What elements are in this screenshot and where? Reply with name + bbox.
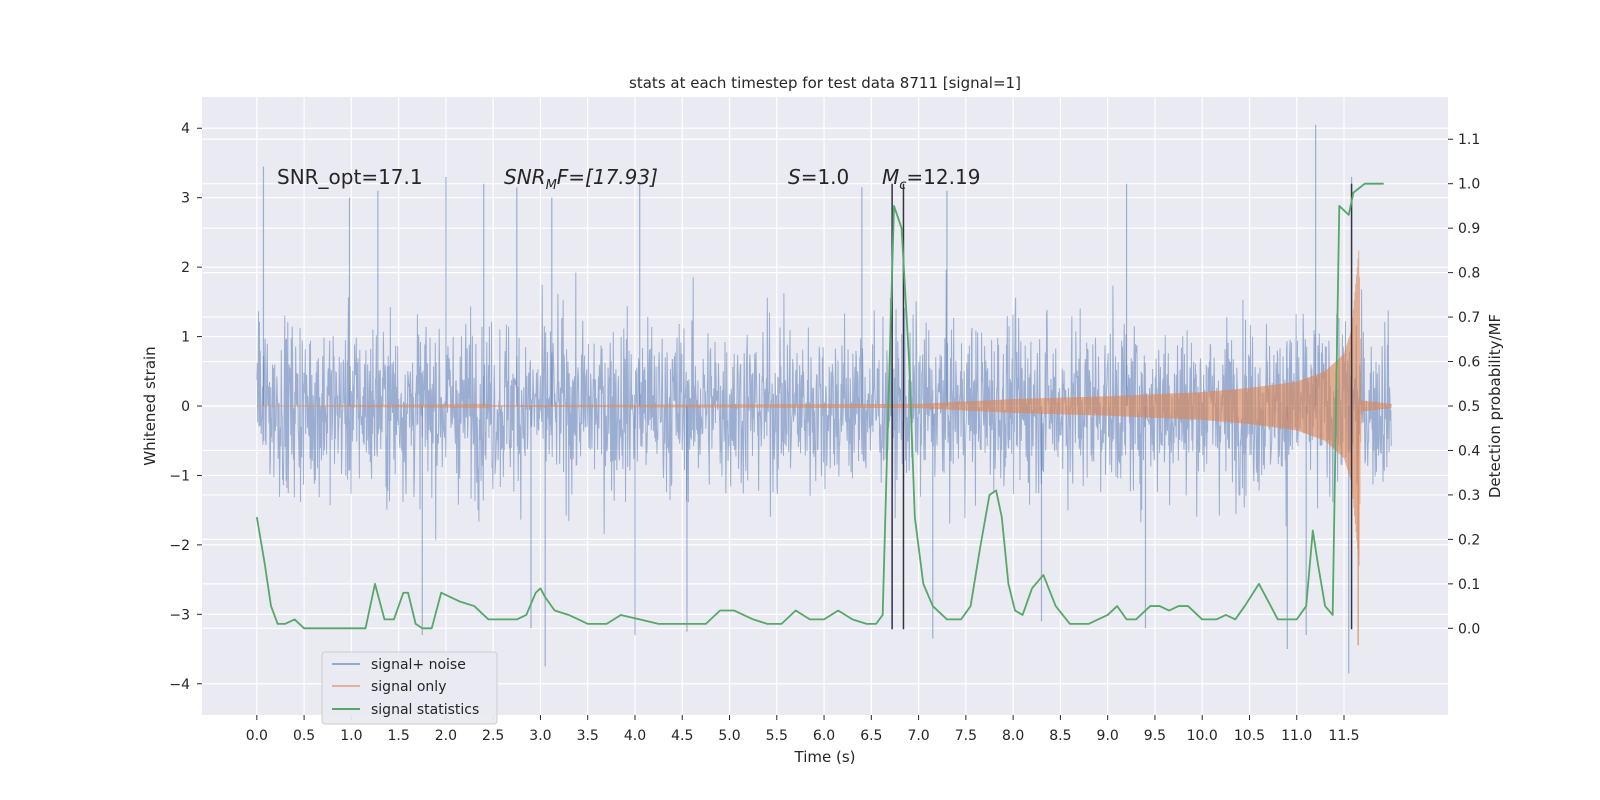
- y-right-tick-label: 0.4: [1458, 443, 1480, 459]
- y-left-tick-label: −2: [169, 538, 190, 554]
- x-tick-label: 7.0: [907, 728, 929, 744]
- legend-entry-signal-only: signal only: [371, 679, 446, 695]
- annotation-snr-mf-sub: M: [546, 178, 557, 193]
- y-right-tick-label: 0.8: [1458, 266, 1480, 282]
- x-axis-ticks: 0.0 0.5 1.0 1.5 2.0 2.5 3.0 3.5 4.0 4.5 5.0 5.5 6.0 6…: [246, 715, 1360, 744]
- annotation-mc-sub: c: [899, 178, 906, 193]
- y-right-tick-label: 1.1: [1458, 132, 1480, 148]
- y-left-axis-ticks: −4 −3 −2 −1 0 1 2 3 4: [169, 121, 202, 693]
- legend: signal+ noise signal only signal statist…: [321, 651, 498, 725]
- legend-box: [321, 651, 498, 725]
- signal-statistics-series: [255, 182, 1384, 630]
- x-tick-label: 6.5: [860, 728, 882, 744]
- x-tick-label: 9.0: [1097, 728, 1119, 744]
- x-tick-label: 7.5: [955, 728, 977, 744]
- y-left-tick-label: −4: [169, 677, 190, 693]
- x-tick-label: 4.5: [671, 728, 693, 744]
- x-tick-label: 6.0: [813, 728, 835, 744]
- y-right-tick-label: 0.6: [1458, 355, 1480, 371]
- annotation-mc: Mc=12.19: [882, 165, 980, 193]
- x-tick-label: 8.5: [1049, 728, 1071, 744]
- annotation-snr-opt: SNR_opt=17.1: [277, 165, 423, 189]
- y-right-tick-label: 0.5: [1458, 399, 1480, 415]
- x-tick-label: 10.0: [1187, 728, 1218, 744]
- x-tick-label: 3.5: [577, 728, 599, 744]
- annotation-s: S=1.0: [788, 165, 849, 189]
- x-axis-label: Time (s): [794, 748, 856, 766]
- annotation-s-rest: =1.0: [801, 165, 850, 189]
- legend-entry-signal-statistics: signal statistics: [371, 702, 479, 718]
- x-tick-label: 2.0: [435, 728, 457, 744]
- signal-statistics-line: [255, 182, 1384, 630]
- x-tick-label: 8.0: [1002, 728, 1024, 744]
- x-tick-label: 11.0: [1281, 728, 1312, 744]
- y-left-tick-label: 2: [181, 260, 190, 276]
- y-left-tick-label: 4: [181, 121, 190, 137]
- x-tick-label: 10.5: [1234, 728, 1265, 744]
- x-tick-label: 4.0: [624, 728, 646, 744]
- annotation-snr-mf: SNRMF=[17.93]: [504, 165, 658, 193]
- chart-title: stats at each timestep for test data 871…: [629, 74, 1021, 92]
- signal-only-trace: [256, 250, 1392, 566]
- y-left-axis-label: Whitened strain: [141, 346, 159, 465]
- y-left-tick-label: 0: [181, 399, 190, 415]
- y-right-tick-label: 1.0: [1458, 177, 1480, 193]
- y-right-axis-label: Detection probability/MF: [1486, 314, 1504, 498]
- y-right-tick-label: 0.9: [1458, 221, 1480, 237]
- annotation-snr-mf-base: SNR: [504, 165, 546, 189]
- x-tick-label: 2.5: [482, 728, 504, 744]
- x-tick-label: 11.5: [1328, 728, 1359, 744]
- y-right-tick-label: 0.0: [1458, 621, 1480, 637]
- y-left-tick-label: −1: [169, 468, 190, 484]
- annotation-mc-rest: =12.19: [906, 165, 980, 189]
- signal-only-series: [256, 250, 1392, 646]
- x-tick-label: 5.0: [718, 728, 740, 744]
- y-left-tick-label: 1: [181, 330, 190, 346]
- annotation-snr-mf-rest: F=[17.93]: [557, 165, 658, 189]
- x-tick-label: 0.0: [246, 728, 268, 744]
- x-tick-label: 1.5: [388, 728, 410, 744]
- y-right-tick-label: 0.1: [1458, 577, 1480, 593]
- x-tick-label: 9.5: [1144, 728, 1166, 744]
- y-right-tick-label: 0.2: [1458, 532, 1480, 548]
- x-tick-label: 1.0: [340, 728, 362, 744]
- legend-entry-signal-noise: signal+ noise: [371, 657, 466, 673]
- x-tick-label: 0.5: [293, 728, 315, 744]
- y-right-tick-label: 0.3: [1458, 488, 1480, 504]
- annotation-s-base: S: [788, 165, 801, 189]
- x-tick-label: 3.0: [529, 728, 551, 744]
- y-left-tick-label: 3: [181, 191, 190, 207]
- y-left-tick-label: −3: [169, 607, 190, 623]
- y-right-axis-ticks: 0.0 0.1 0.2 0.3 0.4 0.5 0.6 0.7 0.8 0.9 1.0 1.1: [1448, 132, 1480, 637]
- annotation-mc-base: M: [882, 165, 899, 189]
- x-tick-label: 5.5: [766, 728, 788, 744]
- y-right-tick-label: 0.7: [1458, 310, 1480, 326]
